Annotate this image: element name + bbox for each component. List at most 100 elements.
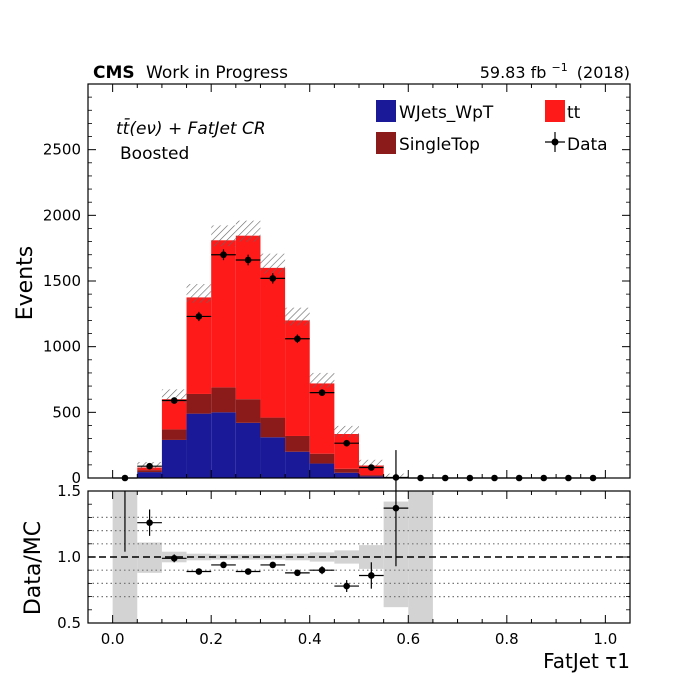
ratio-band-bin-6 [260, 554, 286, 560]
main-panel: 0 500 1000 1500 2000 2500 Events [13, 83, 631, 487]
main-y-tick-label: 2000 [43, 206, 81, 224]
x-tick-label: 0.8 [495, 630, 519, 648]
x-axis-label: FatJet τ1 [543, 649, 630, 673]
experiment-header: CMS Work in Progress [93, 63, 288, 83]
bar-tt-bin-9 [334, 434, 359, 469]
region-line1: tt̄(eν) + FatJet CR [116, 117, 266, 139]
bar-wjets-wpt-bin-7 [285, 451, 310, 478]
legend-swatch-singletop [376, 132, 396, 154]
bar-singletop-bin-4 [211, 387, 236, 413]
bar-tt-bin-4 [211, 240, 236, 388]
bar-wjets-wpt-bin-2 [161, 439, 187, 478]
ratio-band-bin-10 [359, 545, 384, 569]
legend-label-wjets: WJets_WpT [399, 103, 494, 123]
lumi-value: 59.83 fb [480, 63, 547, 82]
main-y-tick-label: 500 [52, 403, 81, 421]
region-line2: Boosted [120, 144, 189, 164]
main-y-tick-label: 0 [71, 469, 81, 487]
data-point-bin-9 [334, 439, 359, 447]
lumi-year: (2018) [577, 63, 630, 82]
ratio-point-7 [309, 566, 335, 575]
main-y-tick-label: 1500 [43, 272, 81, 290]
legend-marker-data [545, 132, 565, 152]
data-point-bin-2 [161, 397, 187, 404]
x-tick-label: 0.0 [101, 630, 125, 648]
bar-singletop-bin-3 [186, 393, 212, 414]
x-tick-label: 0.6 [396, 630, 420, 648]
bar-wjets-wpt-bin-10 [359, 476, 384, 478]
status-label: Work in Progress [146, 63, 288, 83]
bar-singletop-bin-6 [260, 417, 286, 438]
ratio-y-ticks: 0.5 1.0 1.5 [57, 482, 630, 632]
ratio-y-tick-label: 1.5 [57, 482, 81, 500]
ratio-x-ticks: 0.0 0.2 0.4 0.6 0.8 1.0 [101, 491, 617, 648]
bar-singletop-bin-9 [334, 468, 359, 473]
ratio-point-8 [334, 580, 359, 592]
data-point-bin-10 [359, 464, 384, 471]
data-point-bin-8 [309, 389, 335, 396]
main-y-tick-label: 1000 [43, 338, 81, 356]
x-tick-label: 1.0 [593, 630, 617, 648]
data-point-bin-7 [285, 334, 310, 344]
ratio-axis-label: Data/MC [21, 521, 46, 615]
lumi-exponent: −1 [551, 61, 567, 74]
mc-uncertainty-bin-3 [186, 284, 212, 303]
cms-label: CMS [93, 63, 135, 83]
bar-singletop-bin-7 [285, 435, 310, 452]
data-point-bin-1 [137, 462, 162, 470]
ratio-point-3 [211, 561, 236, 569]
mc-uncertainty-bin-4 [211, 225, 236, 247]
main-y-ticks: 0 500 1000 1500 2000 2500 [43, 96, 630, 487]
bar-singletop-bin-1 [137, 470, 162, 473]
mc-uncertainty-bin-7 [285, 307, 310, 326]
x-tick-label: 0.2 [199, 630, 223, 648]
mc-uncertainty-hatch [137, 220, 409, 478]
ratio-point-6 [285, 569, 310, 577]
data-point-bin-4 [211, 249, 236, 261]
events-axis-label: Events [13, 246, 38, 321]
legend-label-data: Data [567, 135, 608, 155]
mc-uncertainty-bin-6 [260, 253, 286, 274]
bar-wjets-wpt-bin-1 [137, 472, 162, 478]
ratio-point-5 [260, 561, 286, 569]
ratio-point-9 [359, 562, 384, 589]
data-point-bin-6 [260, 273, 286, 284]
main-x-ticks [112, 84, 606, 478]
bar-singletop-bin-10 [359, 475, 384, 477]
stacked-histogram [137, 235, 409, 478]
bar-wjets-wpt-bin-5 [235, 422, 261, 478]
ratio-panel: 0.5 1.0 1.5 0.0 0.2 0.4 0.6 0.8 1.0 Data/MC Fat… [21, 450, 631, 673]
legend-label-singletop: SingleTop [399, 135, 480, 155]
bar-tt-bin-2 [161, 399, 187, 430]
bar-wjets-wpt-bin-4 [211, 412, 236, 478]
mc-uncertainty-bin-9 [334, 425, 359, 438]
ratio-grid-lines [88, 516, 630, 598]
x-tick-label: 0.4 [298, 630, 322, 648]
luminosity-label: 59.83 fb −1 (2018) [480, 56, 630, 82]
data-point-bin-3 [186, 311, 212, 322]
bar-singletop-bin-2 [161, 429, 187, 440]
legend-label-tt: tt [567, 103, 581, 123]
main-y-tick-label: 2500 [43, 141, 81, 159]
ratio-point-4 [235, 568, 261, 575]
mc-uncertainty-bin-5 [235, 220, 261, 242]
ratio-point-0 [137, 509, 162, 536]
ratio-point-1 [161, 554, 187, 563]
legend-swatch-wjets [376, 100, 396, 122]
legend: WJets_WpT tt SingleTop Data [376, 100, 608, 155]
data-point-bin-5 [235, 254, 261, 266]
mc-uncertainty-bin-2 [161, 389, 187, 404]
ratio-points [124, 450, 409, 592]
bar-wjets-wpt-bin-9 [334, 472, 359, 478]
mc-uncertainty-bin-10 [359, 459, 384, 468]
legend-swatch-tt [545, 100, 565, 122]
bar-singletop-bin-8 [309, 453, 335, 464]
mc-uncertainty-bin-8 [309, 372, 335, 388]
bar-singletop-bin-5 [235, 399, 261, 423]
bar-wjets-wpt-bin-8 [309, 463, 335, 478]
x-axis-label-text: FatJet τ1 [543, 649, 630, 673]
bar-wjets-wpt-bin-3 [186, 413, 212, 478]
ratio-y-tick-label: 0.5 [57, 614, 81, 632]
ratio-y-tick-label: 1.0 [57, 548, 81, 566]
bar-wjets-wpt-bin-6 [260, 437, 286, 478]
